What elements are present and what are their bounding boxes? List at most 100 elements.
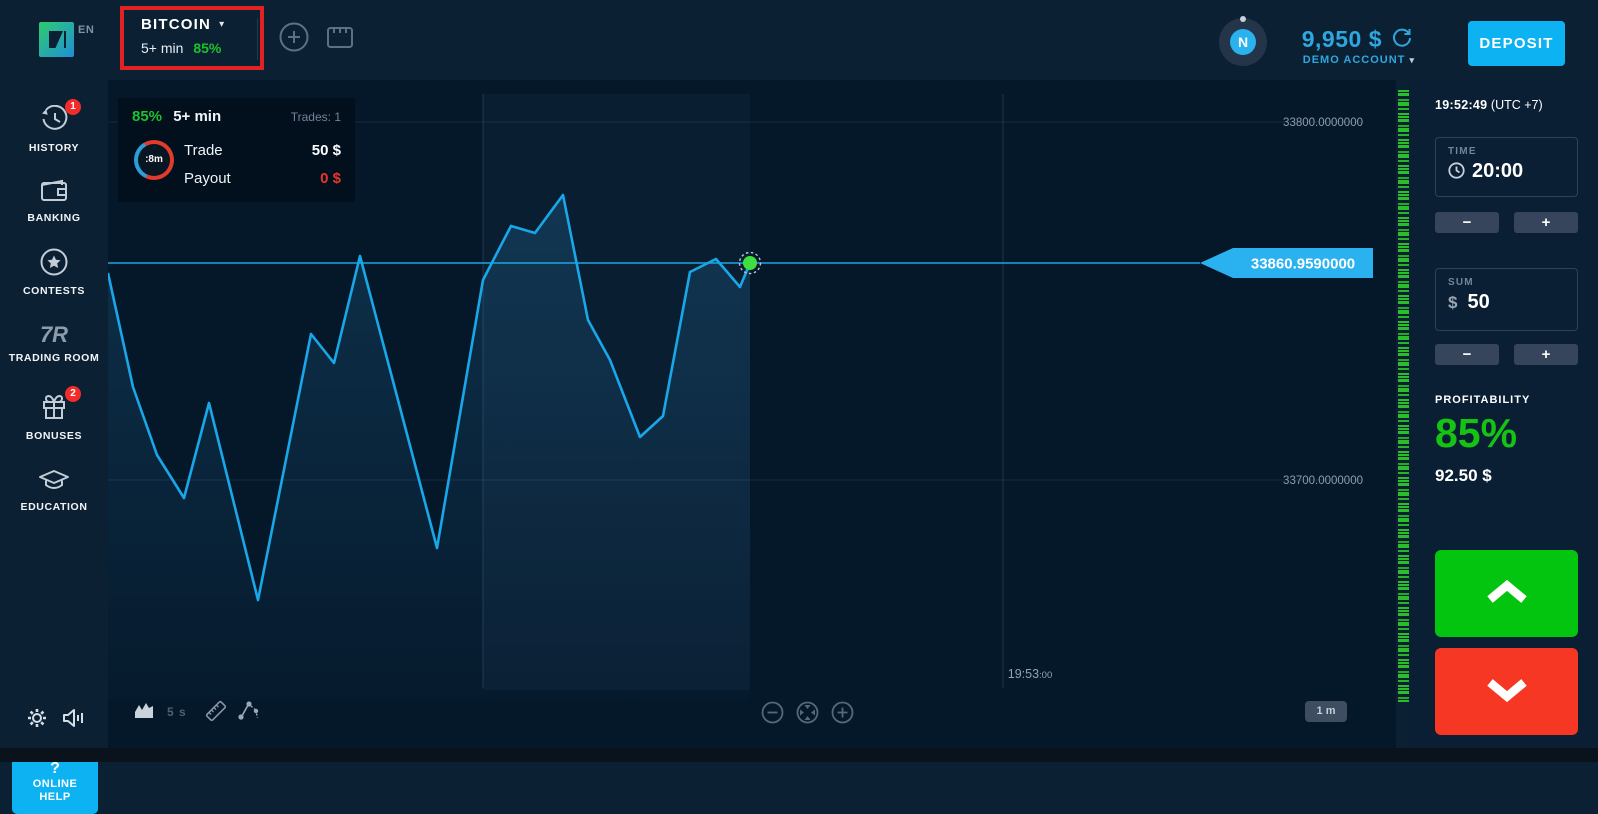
price-activity-strip	[1398, 90, 1409, 702]
account-type-dropdown[interactable]: DEMO ACCOUNT ▾	[1243, 54, 1415, 66]
currency-symbol: $	[1448, 293, 1458, 312]
sum-decrease-button[interactable]: −	[1435, 344, 1499, 365]
server-clock: 19:52:49 (UTC +7)	[1435, 98, 1543, 112]
trade-countdown-ring: :8m	[134, 140, 174, 180]
y-axis-label: 33700.0000000	[1283, 475, 1363, 487]
asset-payout: 85%	[193, 40, 222, 56]
ruler-tool-icon[interactable]	[203, 698, 229, 724]
education-icon	[39, 470, 69, 489]
balance-amount: 9,950 $	[1301, 26, 1382, 52]
asset-duration: 5+ min	[141, 40, 184, 56]
call-up-button[interactable]	[1435, 550, 1578, 637]
sidebar-item-label: BANKING	[27, 212, 81, 224]
time-box-label: TIME	[1448, 146, 1477, 157]
sidebar-item-label: EDUCATION	[20, 501, 88, 513]
chevron-up-icon	[1486, 579, 1527, 603]
payout-value: 0 $	[320, 170, 341, 187]
wallet-icon	[41, 179, 67, 201]
sound-icon[interactable]	[61, 707, 85, 729]
bonuses-badge: 2	[65, 386, 81, 402]
fit-chart-button[interactable]	[796, 701, 819, 724]
sidebar-item-label: TRADING ROOM	[8, 352, 100, 364]
current-point-dot	[743, 256, 757, 270]
trade-value: 50 $	[311, 142, 341, 159]
timeframe-badge[interactable]: 1 m	[1305, 701, 1347, 722]
star-icon	[40, 248, 68, 276]
sidebar: 1 HISTORY BANKING CONTESTS 7R TRADING RO…	[0, 80, 108, 814]
sidebar-item-history[interactable]: 1 HISTORY	[0, 99, 108, 154]
trade-controls-panel: 19:52:49 (UTC +7) TIME 20:00 − + SUM $50…	[1409, 80, 1598, 762]
x-axis-time-label: 19:53:00	[1008, 667, 1053, 681]
zoom-in-button[interactable]	[831, 701, 854, 724]
y-axis-label: 33800.0000000	[1283, 117, 1363, 129]
help-label-line1: ONLINE	[32, 778, 78, 790]
price-line-series	[108, 193, 752, 602]
language-selector[interactable]: EN	[78, 24, 95, 36]
tick-interval-label[interactable]: 5 s	[167, 705, 187, 719]
sidebar-item-banking[interactable]: BANKING	[0, 177, 108, 224]
divider	[257, 18, 258, 60]
refresh-balance-icon[interactable]	[1391, 27, 1413, 49]
time-decrease-button[interactable]: −	[1435, 212, 1499, 233]
sidebar-item-label: CONTESTS	[23, 285, 85, 297]
payout-label: Payout	[184, 170, 231, 187]
chevron-down-icon	[1486, 679, 1527, 703]
expiry-time-value: 20:00	[1472, 160, 1524, 182]
sidebar-item-bonuses[interactable]: 2 BONUSES	[0, 386, 108, 442]
deposit-button[interactable]: DEPOSIT	[1468, 21, 1565, 66]
sum-value: 50	[1467, 291, 1490, 313]
sum-box-label: SUM	[1448, 277, 1474, 288]
avatar-notch	[1240, 16, 1246, 22]
help-question-mark: ?	[50, 760, 60, 777]
price-area-fill	[108, 195, 750, 700]
profitability-label: PROFITABILITY	[1435, 394, 1531, 406]
history-badge: 1	[65, 99, 81, 115]
trade-label: Trade	[184, 142, 223, 159]
profitability-amount: 92.50 $	[1435, 466, 1492, 485]
help-label-line2: HELP	[39, 791, 71, 803]
time-increase-button[interactable]: +	[1514, 212, 1578, 233]
trades-count: Trades: 1	[290, 110, 341, 124]
clock-utc: (UTC +7)	[1490, 98, 1543, 112]
history-icon	[42, 104, 68, 130]
footer-strip	[0, 748, 1598, 762]
sidebar-item-label: BONUSES	[25, 430, 83, 442]
avatar[interactable]: N	[1219, 16, 1267, 66]
trading-room-icon: 7R	[39, 322, 69, 347]
chart-type-icon[interactable]	[133, 700, 155, 720]
current-price-label: 33860.9590000	[1251, 256, 1355, 273]
chevron-down-icon: ▾	[1409, 55, 1415, 65]
sum-increase-button[interactable]: +	[1514, 344, 1578, 365]
add-asset-button[interactable]	[279, 22, 309, 52]
sidebar-item-contests[interactable]: CONTESTS	[0, 248, 108, 297]
trade-payout-percent: 85%	[132, 108, 163, 125]
gift-icon	[43, 394, 65, 419]
open-trade-panel: 85% 5+ min Trades: 1 :8m Trade 50 $ Payo…	[118, 98, 355, 202]
top-bar: EN BITCOIN ▾ 5+ min 85% N 9,950 $ DEMO AC…	[0, 0, 1598, 80]
current-price-arrow	[1200, 248, 1373, 278]
zoom-out-button[interactable]	[761, 701, 784, 724]
trade-countdown-label: :8m	[138, 144, 170, 176]
put-down-button[interactable]	[1435, 648, 1578, 735]
expiry-time-input[interactable]: TIME 20:00	[1435, 137, 1578, 197]
settings-gear-icon[interactable]	[26, 707, 48, 729]
sidebar-item-label: HISTORY	[28, 142, 80, 154]
drawing-tools-icon[interactable]	[235, 698, 263, 724]
chart-area[interactable]: 33800.0000000 33700.0000000 33860.959000…	[108, 80, 1396, 762]
account-type-label: DEMO ACCOUNT	[1302, 54, 1406, 66]
current-point-ring	[738, 251, 762, 275]
sidebar-item-trading-room[interactable]: 7R TRADING ROOM	[0, 322, 108, 364]
sum-input[interactable]: SUM $50	[1435, 268, 1578, 331]
workspace-layout-button[interactable]	[325, 22, 355, 52]
asset-name: BITCOIN	[141, 16, 212, 33]
avatar-initial: N	[1230, 29, 1256, 55]
trade-duration: 5+ min	[173, 108, 222, 125]
app-logo-icon[interactable]	[39, 22, 74, 57]
sidebar-item-education[interactable]: EDUCATION	[0, 468, 108, 513]
highlight-rectangle	[120, 6, 264, 70]
clock-time: 19:52:49	[1435, 98, 1488, 112]
asset-selector[interactable]: BITCOIN ▾ 5+ min 85%	[141, 16, 249, 62]
chevron-down-icon: ▾	[219, 19, 225, 30]
profitability-percent: 85%	[1435, 410, 1518, 456]
clock-icon	[1448, 162, 1465, 179]
